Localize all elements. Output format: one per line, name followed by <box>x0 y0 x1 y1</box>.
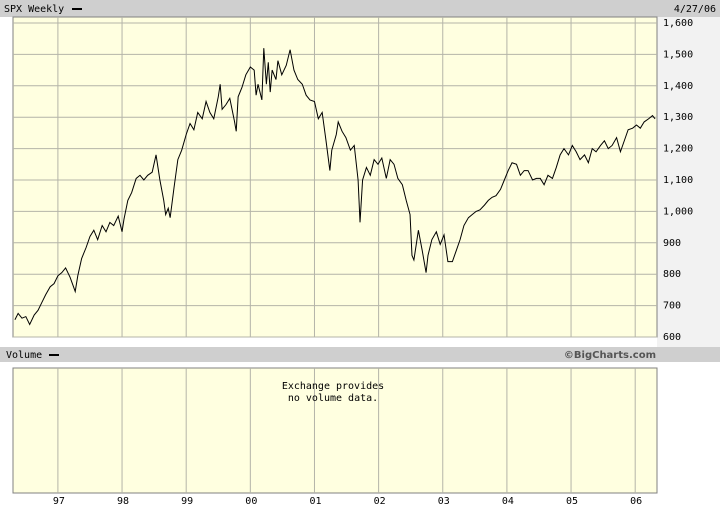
x-tick-label: 98 <box>117 496 129 507</box>
x-tick-label: 99 <box>181 496 193 507</box>
y-tick-label: 1,200 <box>663 144 693 155</box>
x-tick-label: 05 <box>566 496 578 507</box>
volume-label: Volume <box>6 350 42 361</box>
x-tick-label: 06 <box>630 496 642 507</box>
axis-area <box>657 17 720 347</box>
y-tick-label: 900 <box>663 238 681 249</box>
x-tick-label: 02 <box>374 496 386 507</box>
x-tick-label: 00 <box>245 496 257 507</box>
y-tick-label: 1,600 <box>663 18 693 29</box>
x-tick-label: 01 <box>309 496 321 507</box>
x-tick-label: 03 <box>438 496 450 507</box>
credit: ©BigCharts.com <box>564 350 656 361</box>
annotation: no volume data. <box>288 393 378 404</box>
price-line <box>14 48 656 326</box>
header-bar <box>0 0 720 17</box>
x-tick-label: 97 <box>53 496 65 507</box>
legend-label: SPX Weekly <box>4 4 64 15</box>
y-tick-label: 800 <box>663 269 681 280</box>
x-tick-label: 04 <box>502 496 514 507</box>
y-tick-label: 1,400 <box>663 81 693 92</box>
y-tick-label: 1,300 <box>663 112 693 123</box>
y-tick-label: 1,000 <box>663 206 693 217</box>
volume-panel <box>12 367 658 494</box>
date-label: 4/27/06 <box>674 4 716 15</box>
y-tick-label: 700 <box>663 301 681 312</box>
plot-layer: 600 700 800 900 1,000 1,100 1,200 1,300 1,400 1,5… <box>13 17 693 507</box>
price-panel <box>12 16 658 338</box>
y-tick-label: 1,500 <box>663 49 693 60</box>
volume-swatch <box>49 354 59 356</box>
y-tick-label: 600 <box>663 332 681 343</box>
legend-swatch <box>72 8 82 10</box>
volume-header-bar <box>0 347 720 362</box>
annotation: Exchange provides <box>282 381 384 392</box>
y-tick-label: 1,100 <box>663 175 693 186</box>
